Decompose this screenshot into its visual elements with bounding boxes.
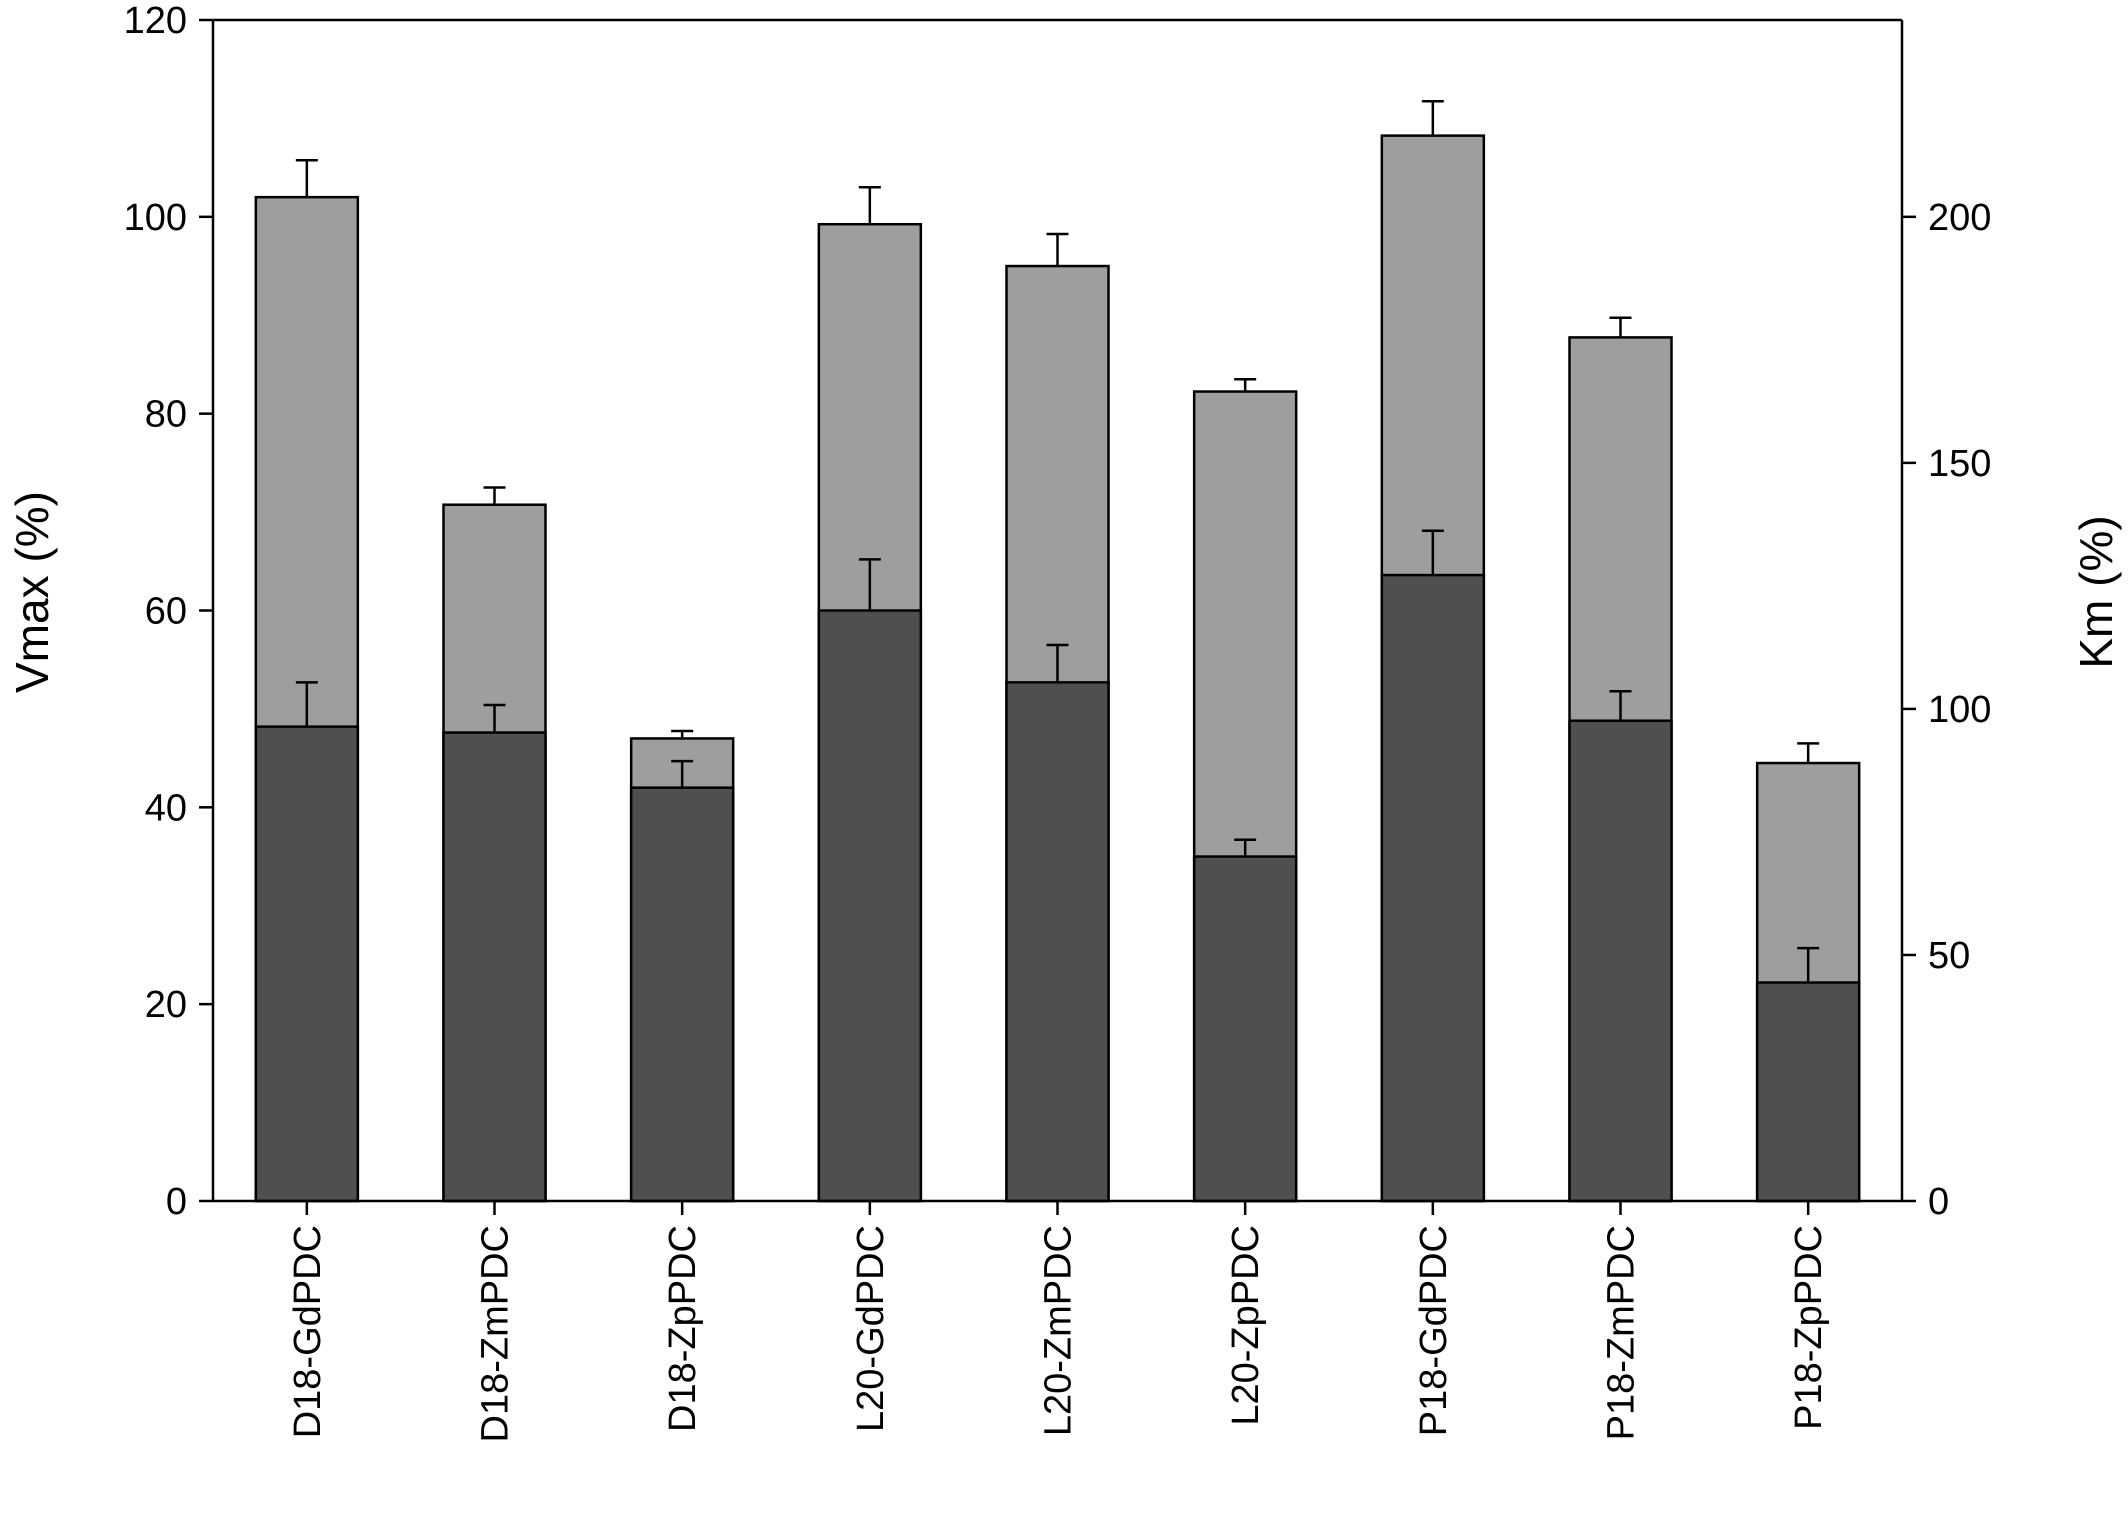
- y-tick-label-left-5: 100: [124, 197, 187, 239]
- x-tick-label-6: P18-GdPDC: [1413, 1225, 1455, 1436]
- y-tick-label-right-4: 200: [1928, 197, 1991, 239]
- x-tick-label-1: D18-ZmPDC: [475, 1225, 517, 1442]
- bar-left-5: [1192, 855, 1298, 1203]
- y-tick-label-left-0: 0: [166, 1181, 187, 1223]
- y-tick-label-right-0: 0: [1928, 1181, 1949, 1223]
- y-tick-label-left-4: 80: [145, 394, 187, 436]
- x-tick-label-0: D18-GdPDC: [287, 1225, 329, 1438]
- x-tick-label-3: L20-GdPDC: [850, 1225, 892, 1432]
- y-tick-label-right-1: 50: [1928, 935, 1970, 977]
- y-axis-title-right: Km (%): [2070, 515, 2122, 668]
- y-tick-label-left-2: 40: [145, 787, 187, 829]
- bar-left-7: [1568, 719, 1673, 1203]
- x-tick-label-4: L20-ZmPDC: [1038, 1225, 1080, 1436]
- bar-left-3: [817, 609, 923, 1203]
- y-tick-label-right-3: 150: [1928, 443, 1991, 485]
- x-tick-label-7: P18-ZmPDC: [1601, 1225, 1643, 1440]
- y-tick-label-right-2: 100: [1928, 689, 1991, 731]
- bar-left-6: [1380, 573, 1486, 1203]
- y-tick-label-left-3: 60: [145, 591, 187, 633]
- bar-left-1: [442, 731, 547, 1203]
- y-tick-label-left-1: 20: [145, 984, 187, 1026]
- bar-left-0: [254, 725, 360, 1203]
- bar-left-8: [1755, 981, 1861, 1203]
- x-tick-label-2: D18-ZpPDC: [662, 1225, 704, 1432]
- x-tick-label-5: L20-ZpPDC: [1225, 1225, 1267, 1426]
- bar-left-2: [629, 786, 735, 1203]
- y-tick-label-left-6: 120: [124, 0, 187, 42]
- bar-left-4: [1005, 681, 1110, 1203]
- y-axis-title-left: Vmax (%): [6, 491, 58, 693]
- x-tick-label-8: P18-ZpPDC: [1788, 1225, 1830, 1430]
